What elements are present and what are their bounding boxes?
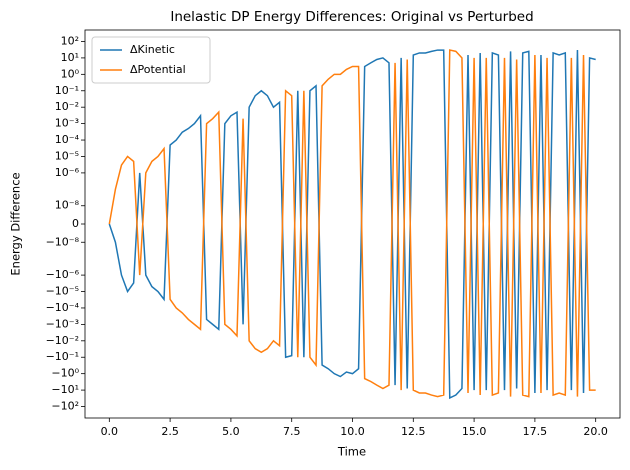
y-tick-label: −10⁻³: [46, 317, 79, 330]
y-tick-label: −10⁻⁵: [46, 285, 79, 298]
y-axis-label: Energy Difference: [9, 172, 23, 275]
y-tick-label: 10⁻⁸: [55, 199, 80, 212]
y-tick-label: 10⁻³: [55, 117, 79, 130]
x-tick-label: 10.0: [340, 425, 365, 438]
y-tick-label: 10²: [61, 34, 79, 47]
legend-box: [91, 36, 211, 84]
y-tick-label: −10⁻⁴: [46, 301, 80, 314]
y-tick-label: 10⁻⁶: [55, 166, 80, 179]
y-tick-label: −10⁻¹: [46, 350, 79, 363]
y-tick-label: 0: [72, 217, 79, 230]
y-tick-label: 10⁻¹: [55, 84, 79, 97]
x-tick-label: 15.0: [462, 425, 487, 438]
legend-label: ΔKinetic: [130, 43, 175, 56]
y-tick-label: −10⁻²: [46, 334, 79, 347]
y-tick-label: 10⁻²: [55, 100, 79, 113]
y-tick-label: 10⁰: [61, 67, 80, 80]
y-tick-label: −10²: [51, 400, 79, 413]
x-tick-label: 5.0: [222, 425, 240, 438]
x-tick-label: 2.5: [161, 425, 179, 438]
x-axis-label: Time: [337, 445, 366, 459]
legend-label: ΔPotential: [130, 63, 186, 76]
x-tick-label: 17.5: [523, 425, 548, 438]
y-tick-label: 10¹: [61, 51, 79, 64]
y-tick-label: −10⁻⁸: [46, 235, 80, 248]
y-tick-label: 10⁻⁴: [55, 133, 80, 146]
y-tick-label: −10¹: [51, 383, 79, 396]
x-tick-label: 0.0: [101, 425, 119, 438]
x-tick-label: 7.5: [283, 425, 301, 438]
y-tick-label: −10⁰: [51, 367, 79, 380]
plot-frame: [84, 29, 621, 419]
chart-title: Inelastic DP Energy Differences: Origina…: [170, 9, 533, 25]
y-tick-label: −10⁻⁶: [46, 268, 80, 281]
x-tick-label: 20.0: [583, 425, 608, 438]
y-tick-label: 10⁻⁵: [55, 149, 79, 162]
x-tick-label: 12.5: [401, 425, 426, 438]
series-line: [108, 49, 596, 398]
series-line: [108, 49, 596, 400]
